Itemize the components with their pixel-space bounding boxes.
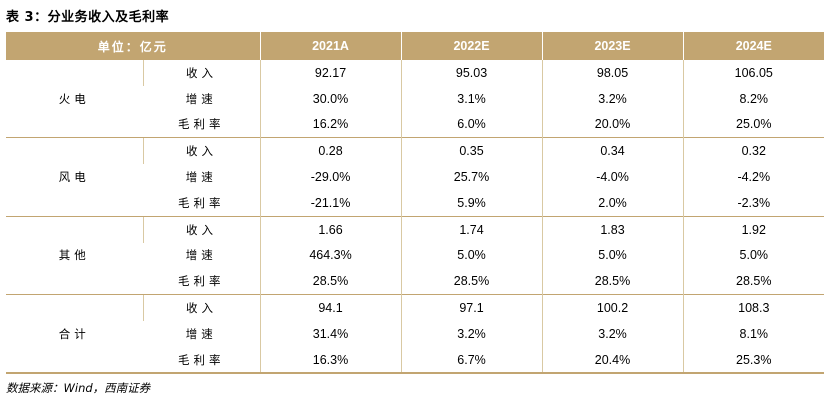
value-cell: 6.0% — [400, 111, 543, 138]
group-label: 合计 — [6, 294, 143, 373]
year-header: 2021A — [259, 32, 402, 60]
value-cell: 8.2% — [682, 85, 825, 112]
value-cell: 16.2% — [259, 111, 402, 138]
table-row: 毛利率 28.5% 28.5% 28.5% 28.5% — [6, 268, 825, 295]
value-cell: -2.3% — [682, 189, 825, 217]
value-cell: 0.32 — [682, 137, 825, 165]
value-cell: -4.2% — [682, 164, 825, 190]
value-cell: 8.1% — [682, 320, 825, 347]
value-cell: 95.03 — [400, 60, 543, 86]
metric-label: 毛利率 — [178, 274, 225, 289]
value-cell: 0.35 — [400, 137, 543, 165]
value-cell: 25.7% — [400, 164, 543, 190]
value-cell: -4.0% — [541, 164, 684, 190]
value-cell: 92.17 — [259, 60, 402, 86]
value-cell: 5.0% — [400, 242, 543, 269]
value-cell: 2.0% — [541, 189, 684, 217]
value-cell: 108.3 — [682, 294, 825, 321]
value-cell: 3.1% — [400, 85, 543, 112]
table-row: 增速 464.3% 5.0% 5.0% 5.0% — [6, 242, 825, 269]
value-cell: 1.66 — [259, 215, 402, 243]
value-cell: 3.2% — [541, 320, 684, 347]
year-header: 2023E — [541, 32, 684, 60]
value-cell: 20.0% — [541, 111, 684, 138]
value-cell: 28.5% — [541, 268, 684, 295]
table-row: 火电 收入 92.17 95.03 98.05 106.05 — [6, 60, 825, 106]
metric-label: 收入 — [142, 60, 261, 86]
unit-header: 单位：亿元 — [6, 32, 261, 60]
value-cell: 30.0% — [259, 85, 402, 112]
value-cell: 100.2 — [541, 294, 684, 321]
value-cell: 5.0% — [541, 242, 684, 269]
table-row: 风电 收入 0.28 0.35 0.34 0.32 — [6, 137, 825, 217]
value-cell: -21.1% — [259, 189, 402, 217]
value-cell: 31.4% — [259, 320, 402, 347]
value-cell: 20.4% — [541, 346, 684, 373]
year-header: 2022E — [400, 32, 543, 60]
table-row: 合计 收入 94.1 97.1 100.2 108.3 — [6, 294, 825, 373]
value-cell: 1.92 — [682, 215, 825, 243]
table-title: 表 3：分业务收入及毛利率 — [6, 10, 170, 25]
value-cell: 0.28 — [259, 137, 402, 165]
metric-label: 增速 — [185, 91, 217, 106]
metric-label: 增速 — [185, 248, 217, 263]
table-row: 毛利率 16.3% 6.7% 20.4% 25.3% — [6, 346, 825, 373]
value-cell: 5.0% — [682, 242, 825, 269]
value-cell: 106.05 — [682, 60, 825, 86]
group-label: 其他 — [6, 215, 143, 295]
metric-label: 增速 — [185, 326, 217, 341]
source-note: 数据来源：Wind，西南证券 — [6, 381, 151, 395]
value-cell: 5.9% — [400, 189, 543, 217]
value-cell: 6.7% — [400, 346, 543, 373]
table-row: 毛利率 -21.1% 5.9% 2.0% -2.3% — [6, 189, 825, 217]
value-cell: -29.0% — [259, 164, 402, 190]
metric-label: 毛利率 — [178, 195, 225, 210]
revenue-margin-table: 单位：亿元 2021A 2022E 2023E 2024E 火电 收入 92.17 9… — [6, 32, 825, 373]
table-row: 其他 收入 1.66 1.74 1.83 1.92 — [6, 215, 825, 295]
group-label: 风电 — [6, 137, 143, 217]
metric-label: 毛利率 — [178, 352, 225, 367]
table-row: 毛利率 16.2% 6.0% 20.0% 25.0% — [6, 111, 825, 138]
metric-label: 增速 — [185, 170, 217, 185]
metric-label: 收入 — [142, 294, 261, 321]
value-cell: 25.3% — [682, 346, 825, 373]
year-header: 2024E — [682, 32, 825, 60]
metric-label: 收入 — [142, 215, 261, 243]
value-cell: 3.2% — [400, 320, 543, 347]
value-cell: 28.5% — [259, 268, 402, 295]
metric-label: 收入 — [142, 137, 261, 165]
value-cell: 1.83 — [541, 215, 684, 243]
table-bottom-rule — [6, 372, 824, 374]
value-cell: 25.0% — [682, 111, 825, 138]
table-row: 增速 31.4% 3.2% 3.2% 8.1% — [6, 320, 825, 347]
value-cell: 97.1 — [400, 294, 543, 321]
value-cell: 1.74 — [400, 215, 543, 243]
value-cell: 464.3% — [259, 242, 402, 269]
table-header-row: 单位：亿元 2021A 2022E 2023E 2024E — [6, 32, 825, 60]
value-cell: 28.5% — [400, 268, 543, 295]
group-label: 火电 — [58, 91, 90, 106]
value-cell: 0.34 — [541, 137, 684, 165]
metric-label: 毛利率 — [178, 117, 225, 132]
value-cell: 28.5% — [682, 268, 825, 295]
value-cell: 16.3% — [259, 346, 402, 373]
table-row: 增速 -29.0% 25.7% -4.0% -4.2% — [6, 164, 825, 190]
value-cell: 3.2% — [541, 85, 684, 112]
table-row: 增速 30.0% 3.1% 3.2% 8.2% — [6, 85, 825, 112]
value-cell: 94.1 — [259, 294, 402, 321]
value-cell: 98.05 — [541, 60, 684, 86]
